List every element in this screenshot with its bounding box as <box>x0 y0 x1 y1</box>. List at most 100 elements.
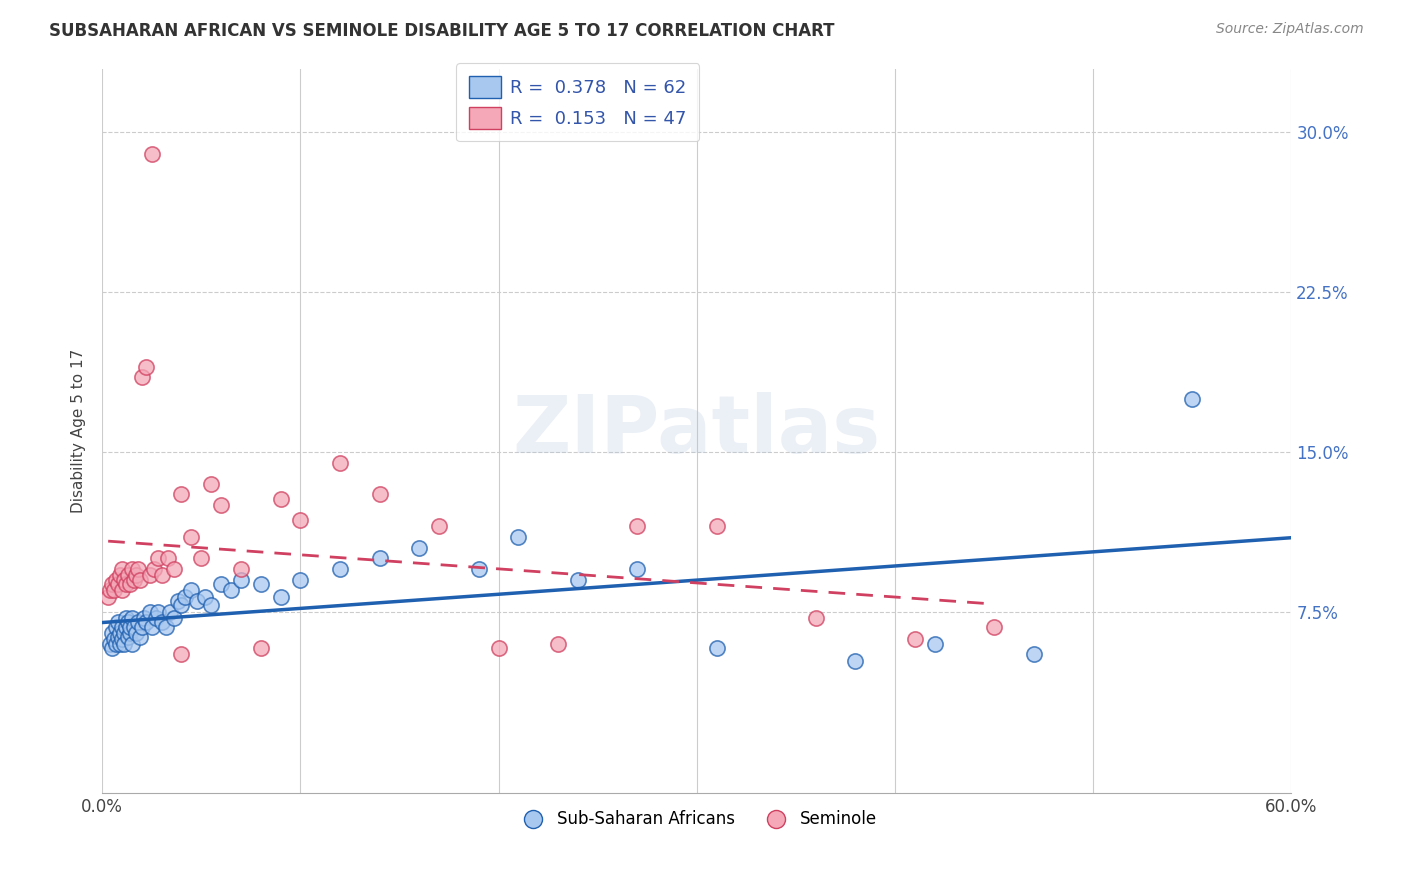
Point <box>108 626 131 640</box>
Point <box>105 619 128 633</box>
Point <box>98 583 121 598</box>
Point <box>200 476 222 491</box>
Point <box>270 491 292 506</box>
Point <box>904 632 927 647</box>
Text: ZIPatlas: ZIPatlas <box>513 392 882 469</box>
Point <box>229 573 252 587</box>
Point <box>626 519 648 533</box>
Point <box>121 611 143 625</box>
Point <box>135 359 157 374</box>
Point <box>329 456 352 470</box>
Point <box>111 583 134 598</box>
Y-axis label: Disability Age 5 to 17: Disability Age 5 to 17 <box>72 349 86 513</box>
Point <box>626 562 648 576</box>
Legend: Sub-Saharan Africans, Seminole: Sub-Saharan Africans, Seminole <box>510 804 883 835</box>
Point <box>209 498 232 512</box>
Point <box>567 573 589 587</box>
Point <box>170 599 193 613</box>
Point <box>159 605 181 619</box>
Text: Source: ZipAtlas.com: Source: ZipAtlas.com <box>1216 22 1364 37</box>
Point <box>111 619 134 633</box>
Point <box>132 611 155 625</box>
Point <box>146 551 169 566</box>
Point <box>117 615 139 630</box>
Point <box>229 562 252 576</box>
Point <box>115 619 138 633</box>
Point <box>150 568 173 582</box>
Point <box>141 146 163 161</box>
Point <box>488 640 510 655</box>
Point <box>194 590 217 604</box>
Point <box>105 573 128 587</box>
Point <box>162 611 184 625</box>
Point <box>139 568 162 582</box>
Point <box>105 636 128 650</box>
Point <box>844 654 866 668</box>
Point <box>508 530 530 544</box>
Point <box>270 590 292 604</box>
Point <box>107 615 129 630</box>
Point <box>150 615 173 630</box>
Point <box>427 519 450 533</box>
Point <box>1022 647 1045 661</box>
Point <box>121 562 143 576</box>
Point <box>162 562 184 576</box>
Point <box>101 577 124 591</box>
Point <box>180 583 202 598</box>
Point <box>118 626 141 640</box>
Point <box>117 568 139 582</box>
Point <box>983 619 1005 633</box>
Point <box>122 573 145 587</box>
Point <box>112 636 135 650</box>
Point <box>1181 392 1204 406</box>
Point <box>122 619 145 633</box>
Point <box>547 636 569 650</box>
Point <box>290 513 312 527</box>
Point <box>111 562 134 576</box>
Point <box>101 626 124 640</box>
Point <box>112 626 135 640</box>
Point <box>111 632 134 647</box>
Point <box>98 636 121 650</box>
Point <box>117 630 139 644</box>
Point <box>115 611 138 625</box>
Point <box>131 370 153 384</box>
Point <box>131 619 153 633</box>
Point <box>145 611 167 625</box>
Point <box>329 562 352 576</box>
Point <box>128 573 150 587</box>
Point <box>249 640 271 655</box>
Point <box>186 594 208 608</box>
Point <box>118 619 141 633</box>
Point <box>135 615 157 630</box>
Point <box>249 577 271 591</box>
Point <box>368 487 391 501</box>
Point <box>146 605 169 619</box>
Point <box>142 562 165 576</box>
Point <box>121 636 143 650</box>
Text: SUBSAHARAN AFRICAN VS SEMINOLE DISABILITY AGE 5 TO 17 CORRELATION CHART: SUBSAHARAN AFRICAN VS SEMINOLE DISABILIT… <box>49 22 835 40</box>
Point <box>924 636 946 650</box>
Point <box>103 583 125 598</box>
Point <box>125 626 148 640</box>
Point <box>190 551 212 566</box>
Point <box>368 551 391 566</box>
Point <box>706 640 728 655</box>
Point <box>219 583 242 598</box>
Point <box>115 577 138 591</box>
Point <box>118 577 141 591</box>
Point <box>125 568 148 582</box>
Point <box>141 619 163 633</box>
Point <box>804 611 827 625</box>
Point <box>156 551 179 566</box>
Point <box>139 605 162 619</box>
Point <box>170 487 193 501</box>
Point <box>290 573 312 587</box>
Point <box>108 636 131 650</box>
Point <box>174 590 197 604</box>
Point <box>112 573 135 587</box>
Point <box>97 590 120 604</box>
Point <box>127 615 149 630</box>
Point <box>200 599 222 613</box>
Point <box>107 577 129 591</box>
